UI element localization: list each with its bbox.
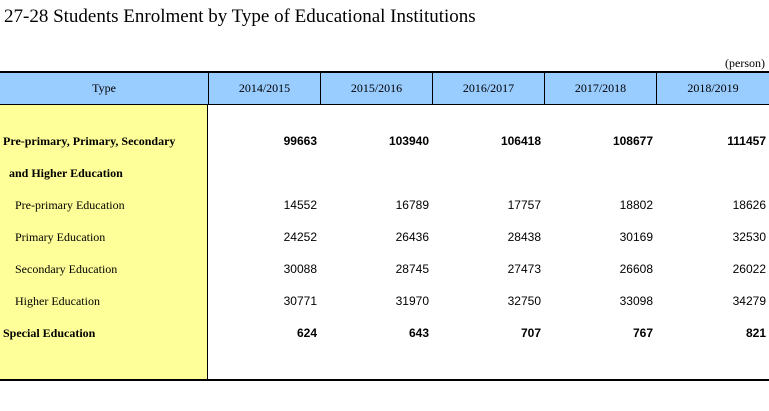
cell-value: 30088 (283, 262, 317, 276)
header-year-3: 2016/2017 (432, 73, 544, 104)
cell-value: 18626 (732, 198, 766, 212)
cell-value: 643 (408, 326, 429, 340)
header-year-2: 2015/2016 (320, 73, 432, 104)
table-row-special: Special Education 624 643 707 767 821 (0, 317, 769, 349)
table-row-secondary: Secondary Education 30088 28745 27473 26… (0, 253, 769, 285)
cell-value: 32750 (507, 294, 541, 308)
row-label: and Higher Education (9, 165, 123, 180)
header-year-4: 2017/2018 (544, 73, 656, 104)
header-row: Type 2014/2015 2015/2016 2016/2017 2017/… (0, 73, 769, 105)
table-row-pre-primary: Pre-primary Education 14552 16789 17757 … (0, 189, 769, 221)
cell-value: 30771 (283, 294, 317, 308)
cell-value: 821 (745, 326, 766, 340)
unit-label: (person) (725, 56, 765, 70)
row-label: Higher Education (15, 293, 100, 308)
type-column-background (0, 105, 208, 379)
row-label: Primary Education (15, 229, 106, 244)
table-row-total: Pre-primary, Primary, Secondary 99663 10… (0, 125, 769, 157)
table-row-primary: Primary Education 24252 26436 28438 3016… (0, 221, 769, 253)
row-label: Pre-primary, Primary, Secondary (3, 133, 176, 148)
row-label: Secondary Education (15, 261, 118, 276)
enrolment-table: Type 2014/2015 2015/2016 2016/2017 2017/… (0, 71, 769, 381)
cell-value: 99663 (283, 134, 317, 148)
row-label: Special Education (3, 325, 96, 340)
cell-value: 767 (632, 326, 653, 340)
table-row-total-continued: and Higher Education (0, 157, 769, 189)
cell-value: 103940 (388, 134, 429, 148)
cell-value: 111457 (727, 134, 766, 148)
cell-value: 34279 (732, 294, 766, 308)
cell-value: 16789 (395, 198, 429, 212)
cell-value: 30169 (619, 230, 653, 244)
cell-value: 624 (296, 326, 317, 340)
cell-value: 14552 (283, 198, 317, 212)
cell-value: 26436 (395, 230, 429, 244)
cell-value: 28745 (395, 262, 429, 276)
cell-value: 26608 (619, 262, 653, 276)
cell-value: 24252 (283, 230, 317, 244)
cell-value: 28438 (507, 230, 541, 244)
cell-value: 106418 (500, 134, 541, 148)
header-year-5: 2018/2019 (656, 73, 769, 104)
table-title: 27-28 Students Enrolment by Type of Educ… (4, 6, 476, 27)
header-year-1: 2014/2015 (208, 73, 320, 104)
cell-value: 108677 (612, 134, 653, 148)
cell-value: 33098 (619, 294, 653, 308)
row-label: Pre-primary Education (15, 197, 125, 212)
header-type: Type (92, 81, 116, 95)
table-row-higher: Higher Education 30771 31970 32750 33098… (0, 285, 769, 317)
cell-value: 707 (520, 326, 541, 340)
cell-value: 26022 (732, 262, 766, 276)
cell-value: 32530 (732, 230, 766, 244)
cell-value: 31970 (395, 294, 429, 308)
cell-value: 27473 (507, 262, 541, 276)
table-body: Pre-primary, Primary, Secondary 99663 10… (0, 105, 769, 381)
cell-value: 18802 (619, 198, 653, 212)
cell-value: 17757 (507, 198, 541, 212)
